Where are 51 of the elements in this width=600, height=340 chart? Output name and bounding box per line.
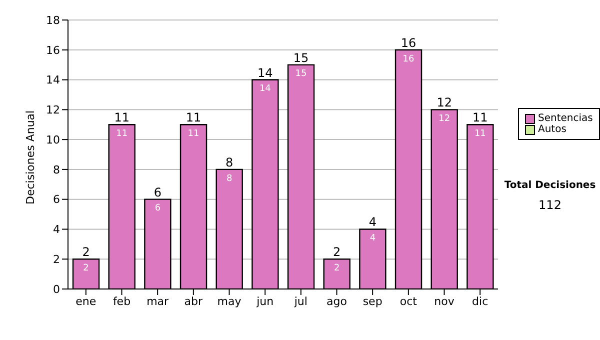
total-label: 11 [186,110,202,125]
y-tick-label: 10 [46,133,60,146]
total-label: 2 [82,245,90,260]
total-label: 6 [154,185,162,200]
x-tick-label: dic [472,294,488,308]
data-label: 11 [116,129,128,139]
y-tick-label: 18 [46,14,60,27]
data-label: 8 [226,174,232,184]
x-tick-label: jul [293,294,308,308]
y-tick-label: 0 [53,282,60,296]
total-label: 4 [368,215,377,230]
x-tick-label: nov [434,294,455,308]
y-tick-label: 12 [46,104,60,117]
text: 112 [538,198,562,212]
y-tick-label: 6 [53,193,60,206]
total-label: 14 [258,66,273,80]
data-label: 4 [370,234,376,244]
x-tick-label: mar [146,294,170,308]
x-tick-label: jun [256,294,274,308]
y-tick-label: 8 [53,163,60,176]
total-label: 12 [436,96,452,110]
data-label: 16 [402,54,415,64]
text: Total Decisiones [503,180,597,191]
data-label: 6 [154,204,161,214]
data-label: 11 [188,129,200,139]
total-label: 11 [114,110,130,125]
legend-label: Autos [538,124,566,135]
y-tick-label: 2 [53,253,60,266]
total-label: 16 [400,36,416,50]
legend-label: Sentencias [538,113,593,124]
y-tick-label: 16 [46,44,60,57]
y-tick-label: 4 [53,223,60,236]
x-tick-label: feb [112,294,131,308]
total-label: 11 [472,110,488,125]
data-label: 15 [295,69,307,80]
x-tick-label: ago [326,294,348,308]
total-label: 8 [226,155,234,170]
y-tick-label: 14 [46,74,60,87]
total-label: 15 [293,50,309,65]
total-label: 2 [333,245,341,260]
data-label: 11 [474,129,486,139]
x-tick-label: ene [76,294,96,308]
data-label: 14 [259,84,272,94]
x-tick-label: sep [362,294,382,308]
x-tick-label: may [217,294,242,308]
x-tick-label: abr [184,294,204,308]
data-label: 12 [438,114,450,124]
x-tick-label: oct [400,294,418,308]
data-label: 2 [83,264,89,274]
data-label: 2 [334,264,340,274]
y-axis-title: Decisiones Anual [24,110,37,204]
